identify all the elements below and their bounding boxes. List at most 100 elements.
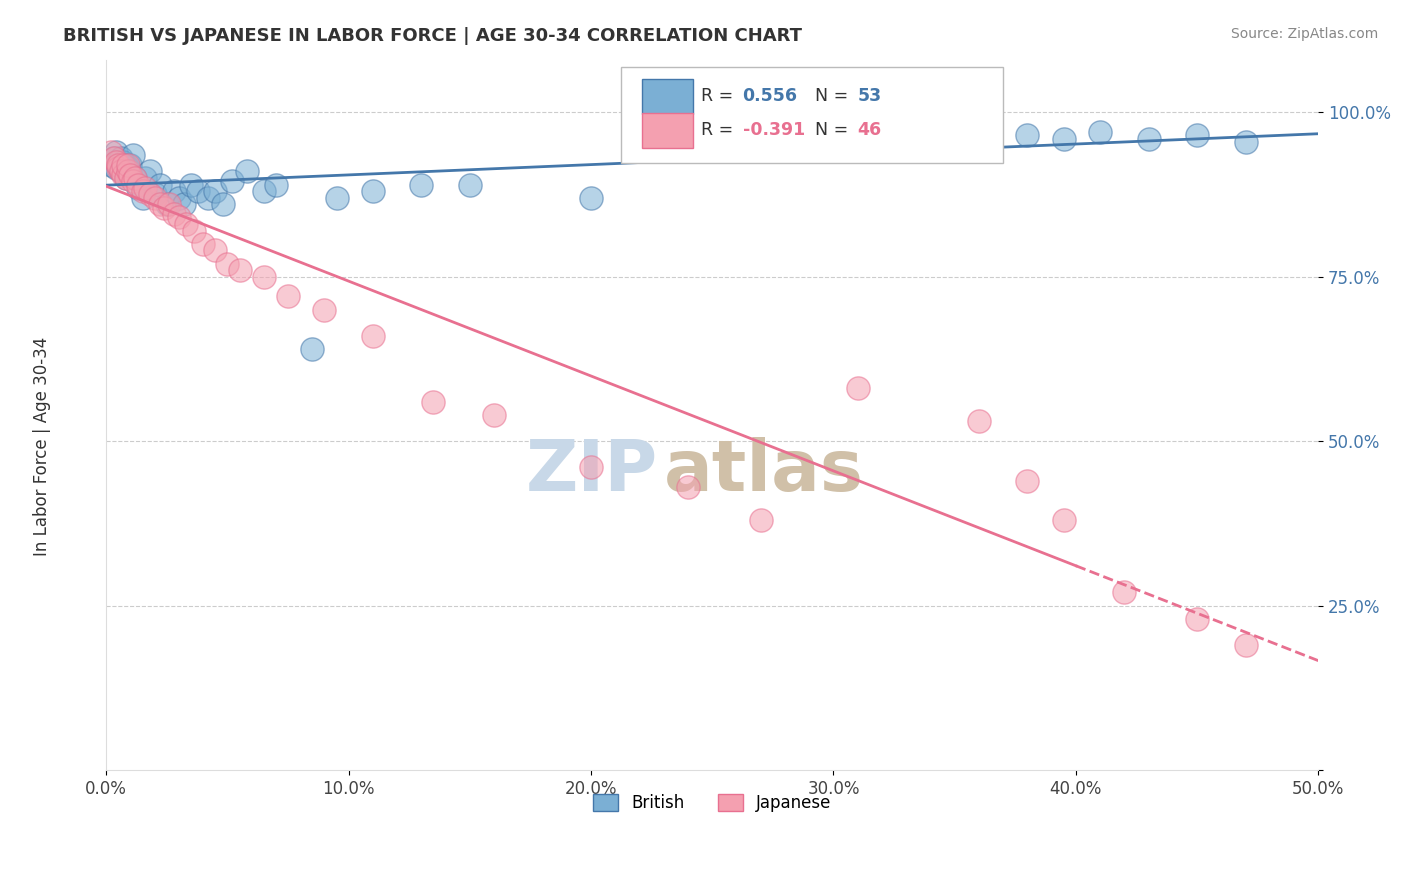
Point — [163, 184, 186, 198]
Point — [217, 256, 239, 270]
Point — [325, 191, 347, 205]
Point — [1137, 131, 1160, 145]
Point — [107, 154, 129, 169]
Point — [967, 414, 990, 428]
Point — [110, 151, 132, 165]
Point — [264, 178, 287, 192]
Point — [100, 145, 122, 159]
Point — [107, 161, 129, 175]
Point — [482, 408, 505, 422]
Point — [277, 289, 299, 303]
Point — [579, 191, 602, 205]
Point — [143, 187, 166, 202]
Point — [122, 148, 145, 162]
Point — [124, 171, 146, 186]
Point — [143, 191, 166, 205]
Point — [180, 178, 202, 192]
Point — [127, 178, 149, 192]
Point — [148, 178, 170, 192]
Text: ZIP: ZIP — [526, 437, 658, 506]
Point — [1234, 135, 1257, 149]
Text: 46: 46 — [858, 121, 882, 139]
Point — [104, 145, 127, 159]
Point — [411, 178, 433, 192]
Point — [773, 135, 796, 149]
Point — [920, 128, 942, 143]
Point — [422, 394, 444, 409]
Point — [107, 158, 129, 172]
Point — [107, 158, 129, 172]
Point — [228, 263, 250, 277]
Point — [183, 224, 205, 238]
Point — [204, 184, 226, 198]
Text: N =: N = — [815, 87, 853, 105]
Point — [174, 217, 197, 231]
Point — [100, 158, 122, 172]
FancyBboxPatch shape — [643, 113, 693, 148]
Point — [103, 151, 125, 165]
Point — [193, 236, 215, 251]
Point — [361, 184, 384, 198]
Point — [197, 191, 219, 205]
Point — [117, 161, 139, 175]
Point — [676, 480, 699, 494]
Point — [1053, 131, 1076, 145]
Point — [236, 164, 259, 178]
Point — [253, 269, 276, 284]
FancyBboxPatch shape — [621, 67, 1002, 162]
Legend: British, Japanese: British, Japanese — [579, 780, 845, 826]
Point — [120, 158, 142, 172]
Point — [579, 460, 602, 475]
FancyBboxPatch shape — [643, 78, 693, 114]
Point — [139, 187, 162, 202]
Point — [120, 164, 142, 178]
Point — [117, 164, 139, 178]
Point — [301, 342, 323, 356]
Point — [148, 197, 170, 211]
Point — [131, 191, 153, 205]
Point — [361, 329, 384, 343]
Point — [127, 181, 149, 195]
Point — [104, 154, 127, 169]
Point — [122, 174, 145, 188]
Point — [112, 158, 135, 172]
Point — [131, 184, 153, 198]
Text: In Labor Force | Age 30-34: In Labor Force | Age 30-34 — [34, 336, 51, 556]
Point — [1185, 128, 1208, 143]
Point — [211, 197, 233, 211]
Point — [1088, 125, 1111, 139]
Point — [253, 184, 276, 198]
Text: Source: ZipAtlas.com: Source: ZipAtlas.com — [1230, 27, 1378, 41]
Point — [103, 151, 125, 165]
Point — [221, 174, 243, 188]
Point — [110, 164, 132, 178]
Text: atlas: atlas — [664, 437, 863, 506]
Point — [134, 171, 156, 186]
Point — [112, 161, 135, 175]
Point — [114, 171, 136, 186]
Text: BRITISH VS JAPANESE IN LABOR FORCE | AGE 30-34 CORRELATION CHART: BRITISH VS JAPANESE IN LABOR FORCE | AGE… — [63, 27, 803, 45]
Point — [846, 125, 869, 139]
Point — [1053, 513, 1076, 527]
Point — [114, 158, 136, 172]
Point — [156, 197, 179, 211]
Text: N =: N = — [815, 121, 853, 139]
Text: R =: R = — [702, 87, 740, 105]
Point — [173, 197, 195, 211]
Point — [104, 161, 127, 175]
Point — [117, 158, 139, 172]
Point — [204, 244, 226, 258]
Point — [187, 184, 209, 198]
Point — [120, 168, 142, 182]
Point — [846, 382, 869, 396]
Point — [139, 164, 162, 178]
Point — [458, 178, 481, 192]
Point — [134, 181, 156, 195]
Text: 53: 53 — [858, 87, 882, 105]
Point — [163, 207, 186, 221]
Point — [110, 164, 132, 178]
Point — [1234, 638, 1257, 652]
Point — [153, 201, 176, 215]
Text: -0.391: -0.391 — [742, 121, 804, 139]
Point — [167, 211, 190, 225]
